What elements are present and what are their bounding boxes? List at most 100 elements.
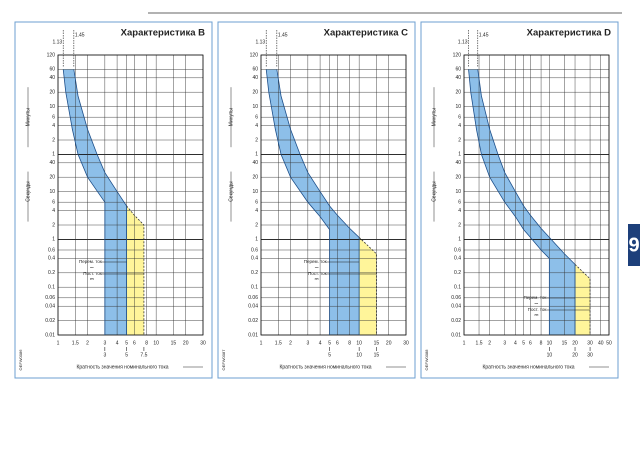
dc-band <box>575 264 591 335</box>
marker-label: 1.45 <box>479 32 489 38</box>
y-tick-label: 0.06 <box>45 295 55 301</box>
y-tick-label: 6 <box>458 200 461 206</box>
y-tick-label: 20 <box>455 90 461 96</box>
y-tick-label: 120 <box>453 52 462 58</box>
y-tick-label: 0.01 <box>451 332 461 338</box>
x-tick-label: 1 <box>57 340 60 346</box>
y-tick-label: 2 <box>458 137 461 143</box>
dc-label: Пост. ток <box>308 271 327 276</box>
y-tick-label: 1 <box>52 152 55 158</box>
x-tick-label: 1.5 <box>72 340 79 346</box>
limit-label: 3 <box>103 352 106 358</box>
y-tick-label: 6 <box>52 115 55 121</box>
x-tick-label: 1 <box>463 340 466 346</box>
x-tick-label: 30 <box>403 340 409 346</box>
marker-label: 1.13 <box>458 39 468 45</box>
x-tick-label: 5 <box>522 340 525 346</box>
band-edge <box>276 69 360 335</box>
marker-label: 1.45 <box>278 32 288 38</box>
y-tick-label: 1 <box>255 237 258 243</box>
x-tick-label: 6 <box>133 340 136 346</box>
x-tick-label: 3 <box>306 340 309 346</box>
section-number: 9 <box>628 234 639 256</box>
y-tick-label: 20 <box>49 90 55 96</box>
y-tick-label: 6 <box>458 115 461 121</box>
dc-symbol: ⎓ <box>534 312 538 318</box>
y-tick-label: 0.6 <box>454 247 461 253</box>
y-tick-label: 0.4 <box>48 256 55 262</box>
ac-label: Перем. ток <box>79 259 102 264</box>
x-tick-label: 4 <box>514 340 517 346</box>
x-tick-label: 30 <box>587 340 593 346</box>
plot-frame <box>57 54 204 336</box>
plot-frame <box>463 54 610 336</box>
y-tick-label: 0.04 <box>248 304 258 310</box>
y-tick-label: 4 <box>255 208 258 214</box>
chart-title: Характеристика B <box>121 28 205 39</box>
y-axis-label-lower: Секунды <box>431 181 437 202</box>
y-tick-label: 60 <box>49 67 55 73</box>
x-tick-label: 50 <box>606 340 612 346</box>
x-tick-label: 3 <box>503 340 506 346</box>
y-tick-label: 10 <box>49 189 55 195</box>
y-tick-label: 10 <box>455 189 461 195</box>
ac-label: Перем. ток <box>304 259 327 264</box>
x-tick-label: 2 <box>488 340 491 346</box>
y-tick-label: 20 <box>455 175 461 181</box>
y-tick-label: 0.1 <box>454 285 461 291</box>
limit-label: 20 <box>572 352 578 358</box>
y-tick-label: 4 <box>458 123 461 129</box>
x-tick-label: 20 <box>572 340 578 346</box>
panel-frame <box>14 21 213 379</box>
limit-label: 7.5 <box>140 352 147 358</box>
x-tick-label: 10 <box>547 340 553 346</box>
y-tick-label: 40 <box>455 160 461 166</box>
x-tick-label: 1.5 <box>275 340 282 346</box>
ac-symbol: ~ <box>90 265 94 272</box>
panel-frame <box>420 21 619 379</box>
band-edge <box>477 69 576 335</box>
y-axis-label-upper: Минуты <box>431 108 437 127</box>
y-tick-label: 10 <box>49 104 55 110</box>
ac-label: Перем. ток <box>524 295 547 300</box>
dc-curve <box>358 237 377 335</box>
plot-frame <box>260 54 407 336</box>
limit-label: 10 <box>547 352 553 358</box>
x-tick-label: 40 <box>598 340 604 346</box>
y-tick-label: 0.02 <box>45 318 55 324</box>
x-tick-label: 5 <box>328 340 331 346</box>
y-tick-label: 40 <box>455 75 461 81</box>
y-tick-label: 6 <box>255 115 258 121</box>
y-tick-label: 20 <box>49 175 55 181</box>
y-tick-label: 0.01 <box>248 332 258 338</box>
chart-title: Характеристика C <box>324 28 408 39</box>
x-axis-label: Кратность значения номинального тока <box>482 364 574 370</box>
y-tick-label: 60 <box>455 67 461 73</box>
y-tick-label: 60 <box>252 67 258 73</box>
y-axis-label-lower: Секунды <box>25 181 31 202</box>
x-tick-label: 10 <box>153 340 159 346</box>
x-tick-label: 1 <box>260 340 263 346</box>
y-tick-label: 2 <box>458 222 461 228</box>
limit-label: 10 <box>356 352 362 358</box>
y-tick-label: 2 <box>255 222 258 228</box>
y-tick-label: 0.02 <box>451 318 461 324</box>
y-tick-label: 2 <box>255 137 258 143</box>
x-tick-label: 3 <box>103 340 106 346</box>
y-tick-label: 1 <box>255 152 258 158</box>
dc-symbol: ⎓ <box>315 276 319 282</box>
y-axis-label-lower: Секунды <box>228 181 234 202</box>
y-tick-label: 0.06 <box>451 295 461 301</box>
band-edge <box>468 69 550 335</box>
x-axis-label: Кратность значения номинального тока <box>76 364 168 370</box>
marker-label: 1.13 <box>52 39 62 45</box>
y-tick-label: 0.04 <box>45 304 55 310</box>
x-tick-label: 15 <box>562 340 568 346</box>
marker-label: 1.13 <box>255 39 265 45</box>
dc-curve <box>126 205 145 335</box>
y-tick-label: 1 <box>458 237 461 243</box>
y-tick-label: 10 <box>252 189 258 195</box>
y-tick-label: 0.06 <box>248 295 258 301</box>
y-tick-label: 0.6 <box>251 247 258 253</box>
y-tick-label: 40 <box>49 160 55 166</box>
